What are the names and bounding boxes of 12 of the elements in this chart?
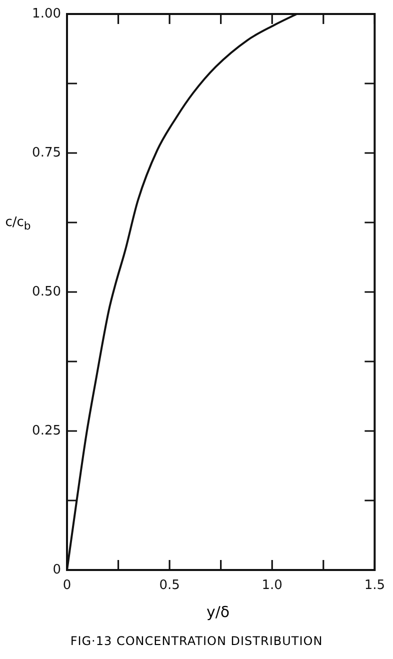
text: FIG·13 CONCENTRATION DISTRIBUTION	[69, 634, 324, 648]
y-tick-label: 0.50	[32, 284, 61, 300]
y-axis-title: c/c$_{b}$	[4, 215, 32, 233]
y-tick-label: 0	[52, 562, 61, 578]
y-tick-label: 0.25	[32, 423, 61, 438]
x-tick-label: 0	[62, 578, 72, 594]
x-tick-label: 0.5	[159, 578, 180, 594]
y-tick-label: 0.75	[32, 145, 61, 160]
y-tick-label: 1.00	[32, 6, 61, 22]
x-tick-label: 1.0	[262, 578, 282, 594]
x-axis-title: y/δ	[205, 603, 231, 621]
x-tick-label: 1.5	[364, 578, 386, 594]
